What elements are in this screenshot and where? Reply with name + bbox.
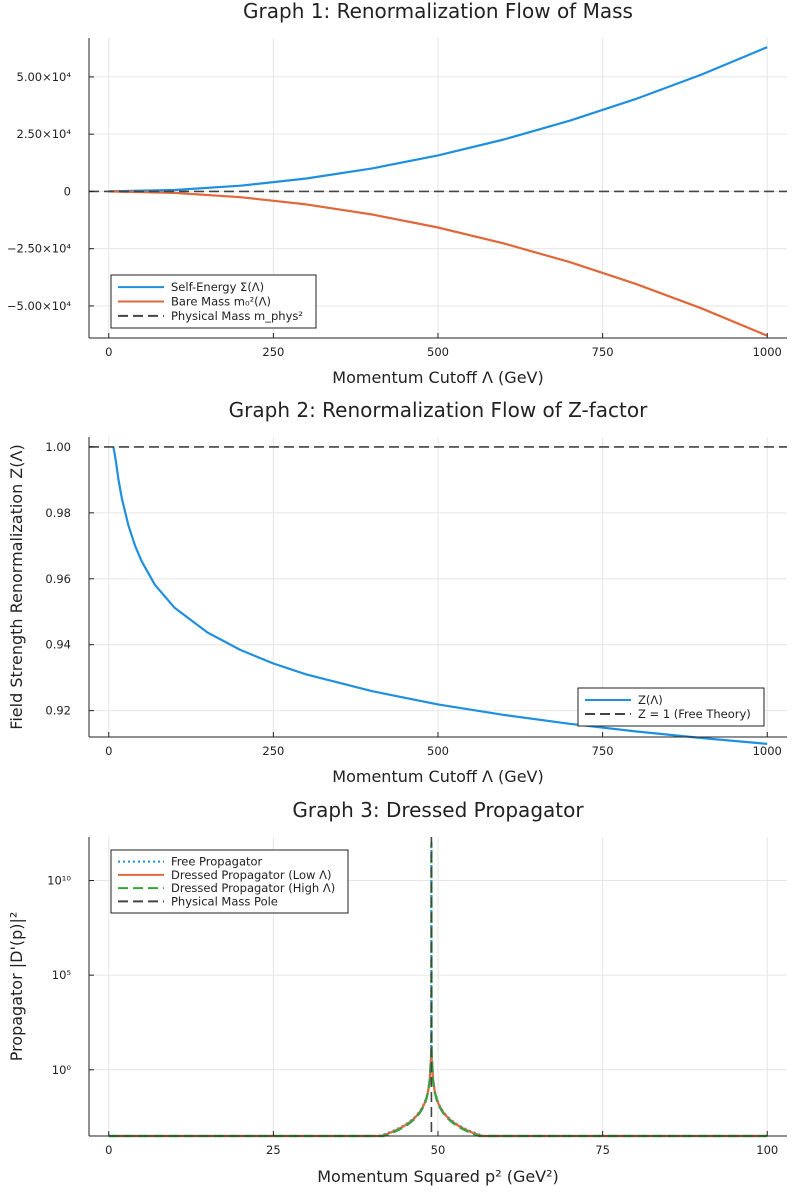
x-tick-label: 50 xyxy=(431,1143,446,1157)
x-tick-label: 0 xyxy=(105,1143,112,1157)
y-tick-label: 10⁰ xyxy=(52,1063,72,1077)
y-tick-label: −2.50×10⁴ xyxy=(7,242,72,256)
x-tick-label: 100 xyxy=(756,1143,778,1157)
chart-title: Graph 2: Renormalization Flow of Z-facto… xyxy=(229,398,648,422)
x-tick-label: 750 xyxy=(592,345,614,359)
legend-entry: Bare Mass m₀²(Λ) xyxy=(171,295,271,309)
x-tick-label: 0 xyxy=(105,744,112,758)
legend-entry: Z(Λ) xyxy=(638,693,663,707)
y-tick-label: 0 xyxy=(64,184,71,198)
chart-dressed-propagator: 0 25 50 75 100 10¹⁰ 10⁵ 10⁰ Graph 3: Dressed Pro… xyxy=(7,798,787,1186)
y-tick-label: 1.00 xyxy=(45,440,71,454)
x-tick-label: 0 xyxy=(105,345,112,359)
y-tick-label: 10⁵ xyxy=(52,968,72,982)
y-tick-label: 10¹⁰ xyxy=(47,874,71,888)
x-axis-label: Momentum Cutoff Λ (GeV) xyxy=(332,368,543,387)
chart-title: Graph 3: Dressed Propagator xyxy=(292,798,584,822)
y-tick-label: 0.94 xyxy=(45,638,71,652)
x-tick-label: 750 xyxy=(592,744,614,758)
x-tick-label: 1000 xyxy=(753,744,782,758)
y-tick-label: 5.00×10⁴ xyxy=(17,70,72,84)
y-tick-label: 0.98 xyxy=(45,506,71,520)
legend-entry: Self-Energy Σ(Λ) xyxy=(171,280,264,294)
chart-title: Graph 1: Renormalization Flow of Mass xyxy=(243,0,633,23)
series-line xyxy=(108,46,768,193)
x-tick-label: 500 xyxy=(427,744,449,758)
x-tick-label: 75 xyxy=(595,1143,610,1157)
y-tick-label: 0.92 xyxy=(45,704,71,718)
x-axis-label: Momentum Cutoff Λ (GeV) xyxy=(332,767,543,786)
series-line xyxy=(108,190,768,337)
legend-entry: Z = 1 (Free Theory) xyxy=(638,707,751,721)
legend-entry: Dressed Propagator (Low Λ) xyxy=(171,868,331,882)
y-axis-label: Propagator |D'(p)|² xyxy=(7,912,26,1062)
x-tick-label: 1000 xyxy=(753,345,782,359)
chart-mass-flow: 0 250 500 750 1000 5.00×10⁴ 2.50×10⁴ 0 −2.50×10⁴… xyxy=(7,0,787,387)
y-axis-label: Field Strength Renormalization Z(Λ) xyxy=(7,444,26,729)
x-tick-label: 250 xyxy=(262,744,284,758)
legend-entry: Physical Mass m_phys² xyxy=(171,309,303,323)
x-tick-label: 250 xyxy=(262,345,284,359)
x-axis-label: Momentum Squared p² (GeV²) xyxy=(317,1167,559,1186)
x-tick-label: 25 xyxy=(266,1143,281,1157)
chart-z-factor: 0 250 500 750 1000 1.00 0.98 0.96 0.94 0.92 Graph … xyxy=(7,398,787,786)
legend-box xyxy=(577,687,765,727)
y-tick-label: 0.96 xyxy=(45,572,71,586)
legend-entry: Free Propagator xyxy=(171,855,263,869)
series-line xyxy=(112,446,768,745)
legend-entry: Physical Mass Pole xyxy=(171,894,278,908)
y-tick-label: 2.50×10⁴ xyxy=(17,127,72,141)
legend-entry: Dressed Propagator (High Λ) xyxy=(171,881,335,895)
y-tick-label: −5.00×10⁴ xyxy=(7,299,72,313)
legend-box xyxy=(110,849,349,914)
x-tick-label: 500 xyxy=(427,345,449,359)
